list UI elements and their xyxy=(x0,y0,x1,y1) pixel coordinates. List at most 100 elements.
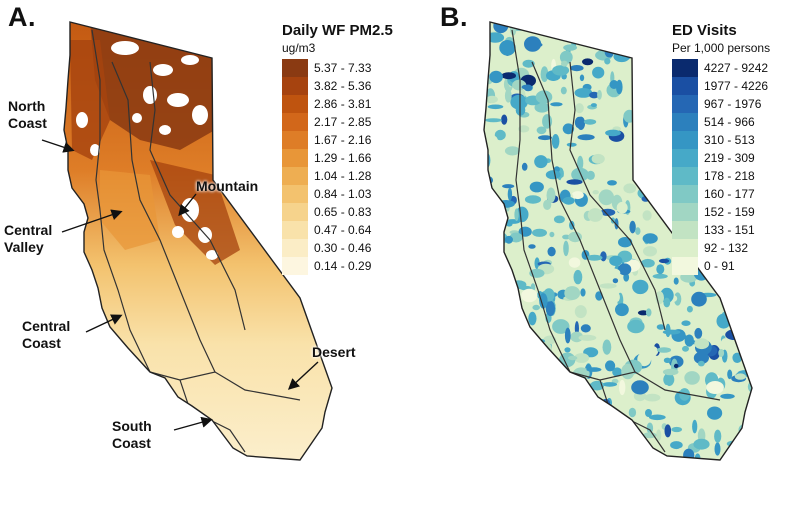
pm25-legend-title: Daily WF PM2.5 xyxy=(282,22,393,39)
ed-zip-patch xyxy=(706,381,724,394)
ed-zip-patch xyxy=(556,22,567,29)
ed-zip-patch xyxy=(484,153,491,168)
ed-zip-patch xyxy=(562,123,575,135)
ed-zip-patch xyxy=(564,347,571,353)
ed-zip-patch xyxy=(659,22,664,29)
ed-zip-patch xyxy=(534,102,550,113)
ed-zip-patch xyxy=(575,103,584,114)
ed-zip-patch xyxy=(515,206,529,223)
pm25-legend-row: 2.86 - 3.81 xyxy=(282,95,393,113)
ed-zip-patch xyxy=(623,109,636,123)
ed-zip-patch xyxy=(683,448,695,460)
ed-zip-patch xyxy=(602,22,614,28)
ed-zip-patch xyxy=(484,351,496,361)
pm25-legend-row: 0.47 - 0.64 xyxy=(282,221,393,239)
ed-legend-swatch xyxy=(672,113,698,131)
ed-zip-patch xyxy=(522,403,528,415)
ed-zip-patch xyxy=(555,446,562,460)
ed-legend-label: 219 - 309 xyxy=(704,151,755,165)
ed-zip-patch xyxy=(582,58,594,66)
ed-zip-patch xyxy=(653,29,659,42)
ed-zip-patch xyxy=(497,240,503,246)
ed-zip-patch xyxy=(559,50,573,64)
ed-zip-patch xyxy=(522,22,536,25)
ed-zip-patch xyxy=(543,385,551,390)
panel-b-ed-visits-map: B. ED Visits Per 1,000 persons 4227 - 92… xyxy=(400,0,800,530)
ed-zip-patch xyxy=(607,180,617,186)
ed-zip-patch xyxy=(620,451,625,460)
ed-zip-patch xyxy=(562,196,575,205)
ed-zip-patch xyxy=(486,95,498,104)
panel-a-letter: A. xyxy=(8,2,36,32)
ed-zip-patch xyxy=(633,116,643,128)
ed-zip-patch xyxy=(589,91,600,99)
ed-zip-patch xyxy=(647,101,666,109)
ed-zip-patch xyxy=(511,280,527,290)
ed-zip-patch xyxy=(562,448,572,455)
pm25-region-boundaries xyxy=(91,29,301,453)
pm25-legend-label: 2.86 - 3.81 xyxy=(314,97,372,111)
ed-zip-patch xyxy=(560,176,571,189)
ed-zip-patch xyxy=(747,380,752,393)
ed-zip-patch xyxy=(652,42,659,57)
ed-zip-patch xyxy=(644,393,661,402)
ed-zip-patch xyxy=(540,22,554,29)
ed-zip-patch xyxy=(615,432,620,445)
ed-zip-patch xyxy=(511,434,516,444)
ed-zip-patch xyxy=(637,352,652,367)
panel-b-letter: B. xyxy=(440,2,468,32)
ed-zip-patch xyxy=(570,421,576,431)
ed-zip-patch xyxy=(577,134,595,141)
ed-zip-patch xyxy=(511,340,528,345)
ed-zip-patch xyxy=(510,367,528,375)
ed-zip-patch xyxy=(534,155,548,169)
ed-zip-patch xyxy=(577,400,595,412)
ed-zip-patch xyxy=(486,32,505,43)
ed-zip-patch xyxy=(546,187,556,203)
ed-zip-patch xyxy=(504,146,521,156)
ed-zip-patch xyxy=(602,382,618,387)
pm25-legend-swatch xyxy=(282,59,308,77)
ed-zip-patch xyxy=(644,345,659,357)
ed-zip-patch xyxy=(618,454,627,460)
ed-zip-patch xyxy=(617,263,632,276)
ed-zip-patch xyxy=(493,354,502,359)
ed-zip-patch xyxy=(749,305,752,318)
ed-zip-patch xyxy=(694,338,710,350)
ed-zip-patch xyxy=(514,208,519,221)
ed-zip-patch xyxy=(638,171,651,177)
ed-zip-patch xyxy=(555,302,567,311)
ed-zip-patch xyxy=(692,419,698,434)
ed-zip-patch xyxy=(673,292,682,306)
ed-zip-patch xyxy=(663,373,675,387)
ed-zip-patch xyxy=(498,279,515,295)
ed-zip-patch xyxy=(523,412,535,423)
ed-zip-patch xyxy=(645,57,656,69)
ed-legend-row: 219 - 309 xyxy=(672,149,770,167)
ed-zip-patch xyxy=(553,215,565,224)
ed-zip-patch xyxy=(682,345,689,352)
ed-zip-patch xyxy=(510,94,528,110)
ed-zip-patch xyxy=(727,369,733,380)
ed-zip-patch xyxy=(543,384,562,396)
ed-zip-patch xyxy=(618,237,633,248)
ed-zip-patch xyxy=(559,436,572,443)
ed-zip-patch xyxy=(504,88,512,103)
ed-zip-patch xyxy=(745,292,752,300)
ed-zip-patch xyxy=(532,228,547,237)
ed-zip-patch xyxy=(503,338,517,353)
ed-zip-patch xyxy=(658,34,672,43)
ed-zip-patch xyxy=(528,244,536,249)
ed-legend-swatch xyxy=(672,203,698,221)
ed-zip-patch xyxy=(507,187,513,201)
ed-zip-patch xyxy=(501,72,516,80)
ed-zip-patch xyxy=(656,264,665,275)
ed-zip-patch xyxy=(556,437,572,443)
ed-zip-patch xyxy=(556,278,561,286)
ed-zip-patch xyxy=(571,191,584,200)
ed-zip-patch xyxy=(534,252,544,257)
ed-zip-patch xyxy=(697,360,705,367)
ed-zip-patch xyxy=(643,457,656,460)
pm25-legend-row: 5.37 - 7.33 xyxy=(282,59,393,77)
ed-zip-patch xyxy=(605,360,616,372)
